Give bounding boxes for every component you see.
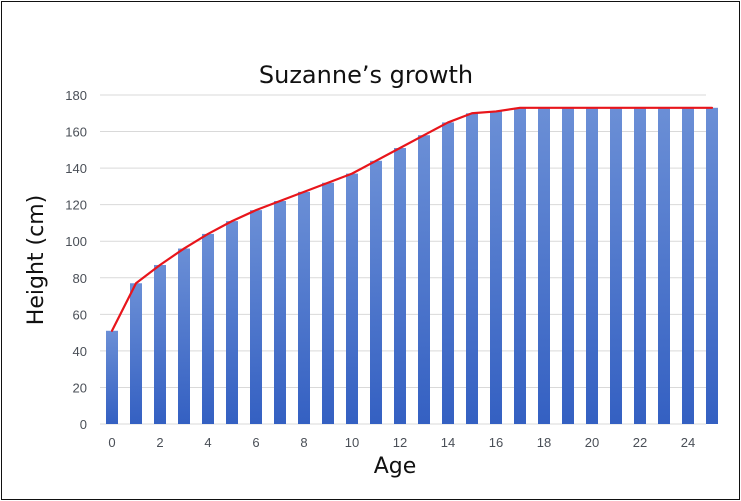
bar-age-17	[514, 107, 526, 425]
bar-age-13	[418, 135, 430, 424]
x-tick-label: 24	[681, 435, 695, 450]
x-tick-label: 4	[204, 435, 211, 450]
trend-line	[110, 106, 714, 332]
x-tick-label: 0	[108, 435, 115, 450]
x-tick-label: 8	[300, 435, 307, 450]
bar-age-0	[106, 330, 118, 424]
y-tick-label: 80	[73, 271, 87, 286]
x-axis-title: Age	[374, 454, 417, 479]
x-tick-label: 18	[537, 435, 551, 450]
y-tick-label: 40	[73, 344, 87, 359]
y-tick-label: 20	[73, 380, 87, 395]
bar-age-20	[586, 107, 598, 425]
height-line	[110, 106, 714, 332]
y-tick-label: 60	[73, 307, 87, 322]
x-axis-ticks: 0 2 4 6 8 10 12 14 16 18 20 22 24	[108, 435, 695, 450]
x-tick-label: 12	[393, 435, 407, 450]
bar-age-3	[178, 248, 190, 424]
y-tick-label: 0	[80, 417, 87, 432]
y-axis-ticks: 0 20 40 60 80 100 120 140 160 180	[65, 88, 87, 432]
bars	[106, 107, 718, 425]
bar-age-6	[250, 210, 262, 424]
x-tick-label: 20	[585, 435, 599, 450]
x-tick-label: 22	[633, 435, 647, 450]
y-tick-label: 160	[65, 125, 87, 140]
bar-age-1	[130, 283, 142, 424]
bar-age-5	[226, 221, 238, 424]
bar-age-7	[274, 201, 286, 424]
x-tick-label: 14	[441, 435, 455, 450]
bar-age-8	[298, 191, 310, 424]
x-tick-label: 10	[345, 435, 359, 450]
bar-age-2	[154, 264, 166, 424]
y-tick-label: 120	[65, 198, 87, 213]
x-tick-label: 6	[252, 435, 259, 450]
bar-age-12	[394, 148, 406, 424]
y-tick-label: 140	[65, 161, 87, 176]
bar-age-18	[538, 107, 550, 425]
bar-age-16	[490, 111, 502, 424]
bar-age-24	[682, 107, 694, 425]
bar-age-9	[322, 182, 334, 424]
chart-title: Suzanne’s growth	[259, 61, 473, 89]
bar-age-19	[562, 107, 574, 425]
y-tick-label: 180	[65, 88, 87, 103]
x-tick-label: 2	[156, 435, 163, 450]
y-tick-label: 100	[65, 234, 87, 249]
bar-age-11	[370, 160, 382, 425]
gridlines	[100, 94, 706, 425]
bar-age-21	[610, 107, 622, 425]
bar-age-15	[466, 113, 478, 425]
bar-age-25	[706, 107, 718, 425]
bar-age-10	[346, 173, 358, 424]
bar-age-4	[202, 233, 214, 424]
x-tick-label: 16	[489, 435, 503, 450]
bar-age-14	[442, 122, 454, 425]
y-axis-title: Height (cm)	[24, 195, 49, 325]
bar-age-22	[634, 107, 646, 425]
bar-age-23	[658, 107, 670, 425]
